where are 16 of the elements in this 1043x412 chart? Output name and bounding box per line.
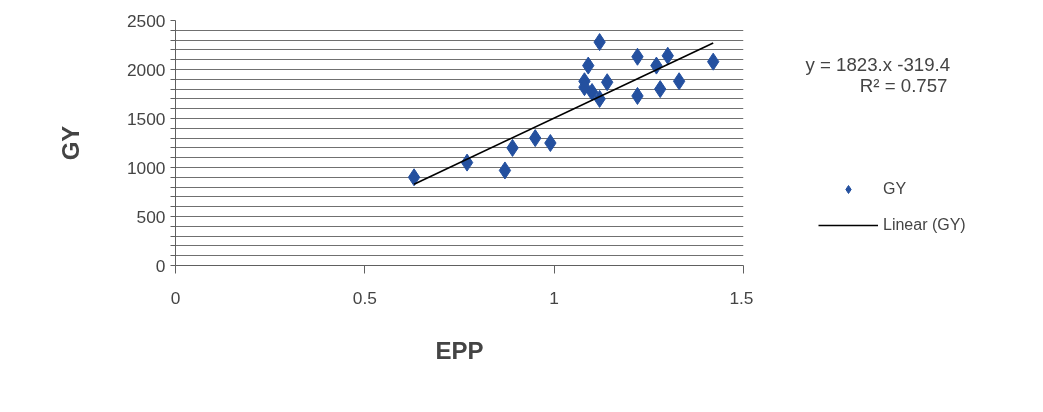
legend-label: Linear (GY) — [883, 216, 966, 234]
text: y = 1823.x -319.4 — [805, 53, 951, 75]
y-tick-label: 1000 — [126, 157, 166, 178]
legend-label: GY — [883, 180, 907, 198]
y-tick-label: 1500 — [126, 108, 166, 129]
x-tick-label: 0.5 — [352, 287, 377, 308]
text: R² = 0.757 — [859, 75, 948, 97]
y-axis-title: GY — [56, 125, 84, 161]
y-tick-label: 2500 — [126, 10, 166, 31]
x-tick-label: 0 — [170, 287, 181, 308]
y-tick-label: 500 — [136, 206, 166, 227]
x-tick-label: 1 — [549, 287, 559, 308]
x-axis-title: EPP — [435, 336, 484, 364]
y-tick-label: 2000 — [126, 59, 166, 80]
y-tick-label: 0 — [155, 255, 166, 276]
x-tick-label: 1.5 — [729, 287, 754, 308]
